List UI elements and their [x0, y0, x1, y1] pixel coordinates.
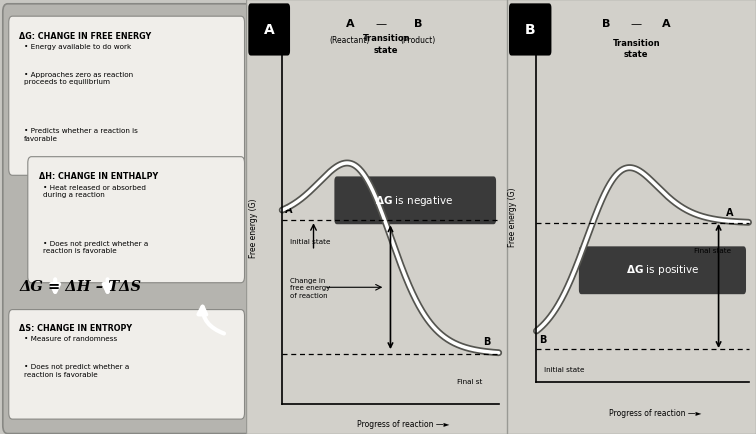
Text: Free energy (G): Free energy (G)	[508, 187, 517, 247]
FancyBboxPatch shape	[9, 310, 244, 419]
Text: ΔG: CHANGE IN FREE ENERGY: ΔG: CHANGE IN FREE ENERGY	[20, 32, 152, 40]
Text: Final state: Final state	[694, 247, 731, 253]
Text: Transition
state: Transition state	[362, 34, 410, 55]
Text: • Does not predict whether a
reaction is favorable: • Does not predict whether a reaction is…	[43, 240, 148, 253]
Text: Initial state: Initial state	[290, 238, 330, 244]
Text: A: A	[726, 207, 733, 217]
FancyBboxPatch shape	[28, 158, 244, 283]
Text: (Reactant): (Reactant)	[330, 36, 370, 44]
Text: Transition
state: Transition state	[612, 39, 660, 59]
Text: B: B	[602, 19, 611, 29]
Text: A: A	[285, 204, 293, 214]
FancyBboxPatch shape	[9, 17, 244, 176]
Text: B: B	[525, 23, 535, 36]
FancyBboxPatch shape	[334, 177, 496, 225]
Text: • Measure of randomness: • Measure of randomness	[24, 335, 117, 342]
Text: $\bf{\Delta G}$ is positive: $\bf{\Delta G}$ is positive	[626, 263, 699, 277]
Text: —: —	[376, 19, 387, 29]
Text: • Heat released or absorbed
during a reaction: • Heat released or absorbed during a rea…	[43, 184, 146, 197]
Text: • Does not predict whether a
reaction is favorable: • Does not predict whether a reaction is…	[24, 364, 129, 377]
Text: B: B	[414, 19, 422, 29]
Text: • Approaches zero as reaction
proceeds to equilibrium: • Approaches zero as reaction proceeds t…	[24, 72, 133, 85]
Text: Change in
free energy
of reaction: Change in free energy of reaction	[290, 277, 330, 298]
Text: • Energy available to do work: • Energy available to do work	[24, 44, 132, 50]
Text: Initial state: Initial state	[544, 366, 584, 372]
Text: Final st: Final st	[457, 378, 482, 384]
FancyBboxPatch shape	[248, 4, 290, 56]
FancyBboxPatch shape	[509, 4, 551, 56]
Text: ΔS: CHANGE IN ENTROPY: ΔS: CHANGE IN ENTROPY	[20, 323, 132, 332]
Text: —: —	[631, 19, 642, 29]
Text: ΔG = ΔH – TΔS: ΔG = ΔH – TΔS	[20, 279, 141, 293]
Text: A: A	[662, 19, 671, 29]
FancyBboxPatch shape	[579, 247, 746, 295]
Text: (Product): (Product)	[400, 36, 435, 44]
FancyBboxPatch shape	[507, 0, 756, 434]
Text: A: A	[264, 23, 274, 36]
Text: Progress of reaction —►: Progress of reaction —►	[358, 419, 450, 427]
Text: $\bf{\Delta G}$ is negative: $\bf{\Delta G}$ is negative	[375, 193, 453, 207]
FancyBboxPatch shape	[3, 5, 250, 434]
Text: B: B	[539, 335, 547, 345]
Text: ΔH: CHANGE IN ENTHALPY: ΔH: CHANGE IN ENTHALPY	[39, 171, 158, 180]
FancyBboxPatch shape	[246, 0, 507, 434]
Text: Free energy (G): Free energy (G)	[249, 198, 258, 257]
Text: • Predicts whether a reaction is
favorable: • Predicts whether a reaction is favorab…	[24, 128, 138, 141]
Text: Progress of reaction —►: Progress of reaction —►	[609, 408, 701, 417]
Text: B: B	[483, 336, 491, 346]
Text: A: A	[345, 19, 355, 29]
